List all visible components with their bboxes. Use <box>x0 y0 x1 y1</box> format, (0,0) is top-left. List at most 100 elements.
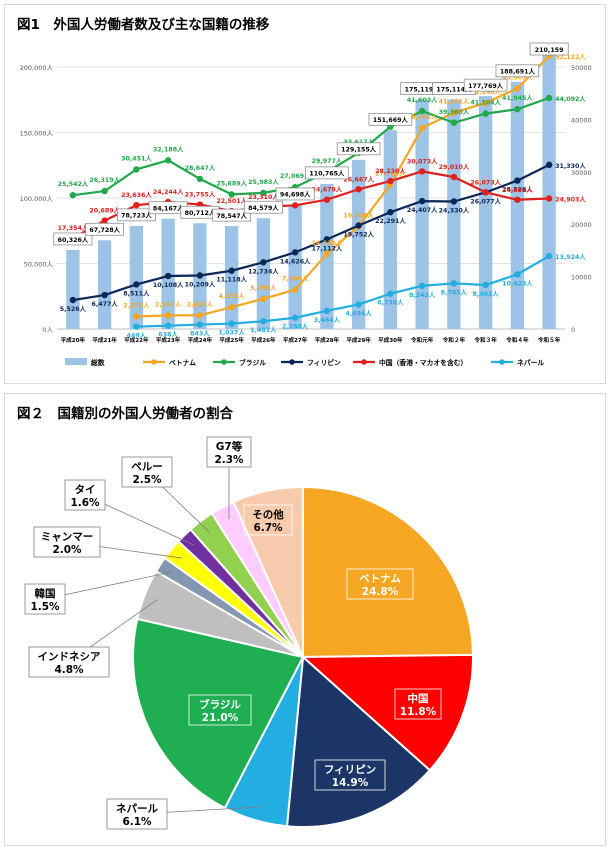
series-point <box>228 320 235 327</box>
x-tick-label: 平成25年 <box>219 336 244 344</box>
series-point <box>545 252 553 260</box>
x-tick-label: 令和２年 <box>442 336 466 344</box>
series-point <box>514 196 521 203</box>
pie-slice <box>232 485 304 658</box>
series-line <box>72 163 550 302</box>
series-data-label: 26,667人 <box>343 175 374 183</box>
series-data-label: 24,679人 <box>312 186 343 194</box>
series-data-label: 3,464人 <box>314 316 341 324</box>
series-data-label: 4,694人 <box>346 309 373 317</box>
series-data-label: 33,617人 <box>343 138 374 146</box>
slice-label-box <box>314 759 386 791</box>
series-point <box>482 189 489 196</box>
series-data-label: 26,077人 <box>470 197 501 205</box>
series-data-label: 2,150人 <box>282 323 309 331</box>
bar-total <box>288 204 302 329</box>
bar-total-label: 188,691人 <box>500 68 536 76</box>
slice-name-label: 中国 <box>408 692 429 705</box>
x-tick-label: 平成23年 <box>156 336 181 344</box>
slice-name-label: ベトナム <box>359 573 401 585</box>
pie-slice <box>300 653 474 772</box>
series-data-label: 30,073人 <box>407 157 438 165</box>
slice-pct-label: 11.8% <box>400 706 437 718</box>
series-data-label: 23,310人 <box>248 193 279 201</box>
bar-total-label-box <box>336 142 381 156</box>
series-point <box>450 198 458 205</box>
series-line <box>136 255 550 328</box>
x-tick-label: 平成26年 <box>251 336 276 344</box>
bar-total <box>129 225 144 329</box>
series-data-label: 14,626人 <box>280 257 311 265</box>
series-point <box>387 177 394 185</box>
series-data-label: 41,104人 <box>470 99 501 107</box>
series-data-label: 39,360人 <box>439 108 470 116</box>
series-point <box>228 304 235 311</box>
bar-total <box>447 99 461 329</box>
y-left-tick-label: 100,000人 <box>20 195 54 203</box>
series-point <box>545 161 553 169</box>
series-point <box>450 173 458 181</box>
series-data-label: 25,983人 <box>248 178 279 186</box>
series-data-label: 27,069人 <box>280 172 311 180</box>
bar-total <box>97 240 112 329</box>
series-point <box>164 312 172 319</box>
x-tick-label: 平成27年 <box>283 336 308 344</box>
series-point <box>323 236 331 243</box>
legend-label: ネパール <box>517 358 544 367</box>
series-point <box>450 119 458 126</box>
slice-label-box <box>346 568 414 600</box>
x-tick-label: 平成20年 <box>61 336 86 344</box>
legend-label: 中国（香港・マカオを含む） <box>379 358 467 367</box>
series-point <box>418 124 426 132</box>
series-data-label: 23,755人 <box>185 191 216 199</box>
series-data-label: 19,606人 <box>343 211 374 219</box>
series-data-label: 843人 <box>190 330 210 338</box>
slice-name-label: ペルー <box>131 461 163 473</box>
legend-label: 総数 <box>91 358 105 367</box>
series-point <box>387 290 394 297</box>
series-data-label: 44,092人 <box>555 95 586 103</box>
bar-total <box>415 99 429 329</box>
y-left-tick-label: 150,000人 <box>20 130 54 138</box>
slice-label-box <box>64 479 106 511</box>
bar-total <box>542 53 556 329</box>
y-left-tick-label: 200,000人 <box>20 64 54 72</box>
series-point <box>514 85 521 92</box>
series-data-label: 1,037人 <box>219 329 246 337</box>
bar-total-label: 175,119人 <box>405 85 441 93</box>
series-data-label: 10,209人 <box>185 281 216 289</box>
series-data-label: 8,242人 <box>409 291 436 299</box>
y-left-tick-label: 50,000人 <box>24 261 54 269</box>
series-data-label: 25,542人 <box>58 180 89 188</box>
series-point <box>482 281 489 289</box>
pie-slice <box>132 617 305 810</box>
bar-total-label: 60,326人 <box>58 236 89 244</box>
bar-total-label-box <box>243 200 283 214</box>
y-right-tick-label: 0 <box>571 326 575 334</box>
line-bar-chart: 0人 50,000人 100,000人 150,000人 200,000人 0 10000 2… <box>20 42 592 367</box>
series-data-label: 5,759人 <box>250 284 277 292</box>
series-point <box>133 281 140 288</box>
series-data-label: 17,354人 <box>58 224 89 232</box>
series-point <box>418 107 426 115</box>
bar-total-label: 78,547人 <box>216 212 247 220</box>
slice-pct-label: 21.0% <box>202 712 239 724</box>
y-right-tick-label: 10000 <box>571 274 592 282</box>
slice-name-label: ブラジル <box>199 698 241 711</box>
series-data-label: 45,907人 <box>502 73 533 81</box>
slice-pct-label: 2.0% <box>52 544 82 556</box>
series-point <box>514 106 521 113</box>
series-point <box>133 323 140 330</box>
bar-total <box>351 159 366 329</box>
series-point <box>133 313 140 320</box>
slice-label-box <box>28 646 110 678</box>
series-data-label: 28,326人 <box>502 186 533 194</box>
bar-total <box>256 218 271 329</box>
slice-pct-label: 24.8% <box>362 586 399 598</box>
series-point <box>450 109 458 116</box>
series-data-label: 10,423人 <box>502 279 533 287</box>
x-tick-label: 令和４年 <box>505 336 529 344</box>
legend-marker <box>361 359 367 365</box>
series-data-label: 4,153人 <box>219 292 246 300</box>
